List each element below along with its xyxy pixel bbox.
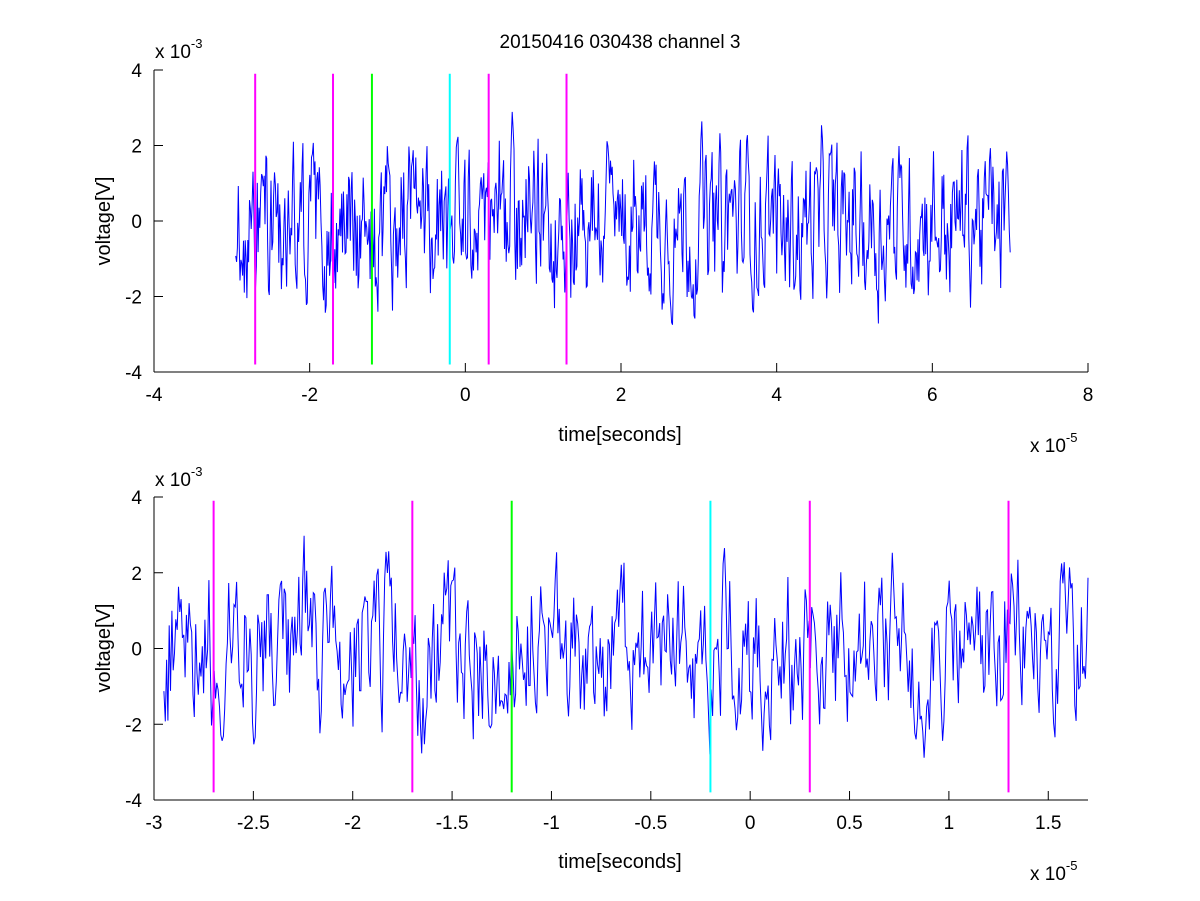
top-x-exponent-power: -5: [1066, 430, 1078, 445]
x-tick-label: -4: [146, 385, 163, 406]
bottom-x-exponent-base: x 10: [1030, 864, 1066, 885]
top-x-exponent: x 10-5: [1030, 430, 1077, 457]
x-tick-label: 8: [1083, 385, 1094, 406]
x-tick-label: -1: [543, 813, 560, 834]
y-tick-label: 4: [131, 488, 142, 509]
x-tick-label: -3: [146, 813, 163, 834]
bottom-plot-area: [163, 500, 1089, 793]
x-tick-label: -0.5: [634, 813, 667, 834]
top-x-axis-label: time[seconds]: [558, 424, 681, 446]
y-tick-label: -2: [125, 288, 142, 309]
figure-title: 20150416 030438 channel 3: [500, 32, 741, 53]
signal-trace: [235, 111, 1011, 325]
x-tick-label: -2: [344, 813, 361, 834]
bottom-plot: -3 -2.5 -2 -1.5 -1 -0.5 0 0.5 1 1.5 -4 -2 0 2 4 time[s…: [93, 464, 1089, 885]
y-tick-label: -2: [125, 715, 142, 736]
x-tick-label: 2: [616, 385, 627, 406]
y-tick-label: 2: [131, 564, 142, 585]
x-tick-label: -2: [301, 385, 318, 406]
signal-trace: [163, 535, 1089, 758]
y-tick-label: 4: [131, 61, 142, 82]
top-y-exponent-base: x 10: [155, 42, 191, 63]
top-plot-area: [235, 73, 1011, 365]
top-y-exponent-power: -3: [191, 36, 203, 51]
x-tick-label: -1.5: [436, 813, 469, 834]
y-tick-label: 0: [131, 212, 142, 233]
bottom-x-axis-label: time[seconds]: [558, 851, 681, 873]
top-y-axis-label: voltage[V]: [93, 177, 115, 266]
x-tick-label: 1.5: [1035, 813, 1061, 834]
y-tick-label: 2: [131, 137, 142, 158]
bottom-ticks: -3 -2.5 -2 -1.5 -1 -0.5 0 0.5 1 1.5 -4 -2 0 2 4: [125, 488, 1061, 834]
bottom-y-exponent: x 10-3: [155, 464, 202, 491]
bottom-y-exponent-base: x 10: [155, 470, 191, 491]
y-tick-label: -4: [125, 363, 142, 384]
top-ticks: -4 -2 0 2 4 6 8 -4 -2 0 2 4: [125, 61, 1093, 406]
y-tick-label: 0: [131, 640, 142, 661]
x-tick-label: 6: [927, 385, 938, 406]
bottom-x-exponent: x 10-5: [1030, 858, 1077, 885]
top-y-exponent: x 10-3: [155, 36, 202, 63]
top-plot: -4 -2 0 2 4 6 8 -4 -2 0 2 4 time[seconds] voltage[V…: [93, 36, 1093, 457]
x-tick-label: 0.5: [836, 813, 862, 834]
bottom-y-axis-label: voltage[V]: [93, 604, 115, 693]
x-tick-label: 4: [771, 385, 782, 406]
x-tick-label: 0: [745, 813, 756, 834]
x-tick-label: 1: [944, 813, 955, 834]
top-x-exponent-base: x 10: [1030, 436, 1066, 457]
bottom-y-exponent-power: -3: [191, 464, 203, 479]
bottom-x-exponent-power: -5: [1066, 858, 1078, 873]
y-tick-label: -4: [125, 791, 142, 812]
x-tick-label: -2.5: [237, 813, 270, 834]
x-tick-label: 0: [460, 385, 471, 406]
